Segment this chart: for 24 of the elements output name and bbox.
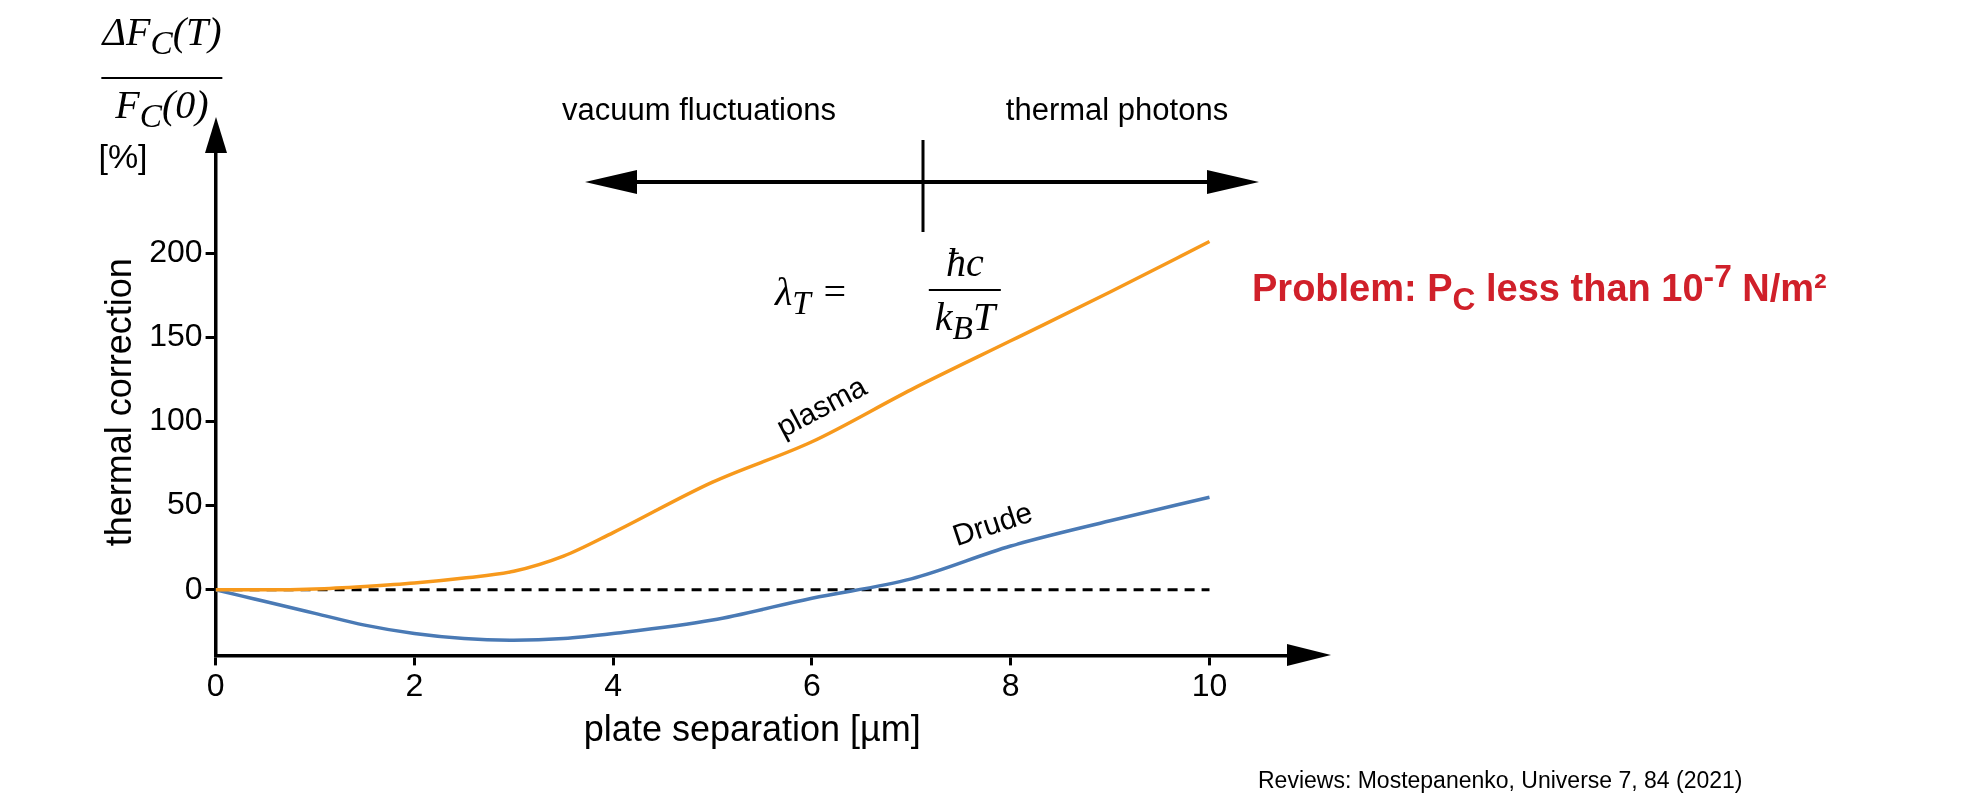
line-series [215,239,1212,592]
y-tick-label: 0 [184,569,203,606]
annotation: ħc [946,238,984,286]
annotation: k$_{B}$T [928,289,1002,347]
y-tick-label: 100 [149,401,203,438]
x-axis-title: plate separation [µm] [583,708,921,750]
x-tick-label: 2 [405,667,424,704]
annotation: λ$_{T}$ = [775,268,848,322]
y-tick-label: 150 [149,317,203,354]
x-tick-label: 6 [803,667,821,704]
x-tick-label: 4 [604,667,623,704]
text: Reviews: Mostepanenko, Universe 7, 84 (2021) [1258,766,1743,794]
text: vacuum fluctuations [562,92,836,128]
y-tick-label: 200 [149,233,203,270]
text: thermal photons [1005,92,1229,128]
y-axis-title: thermal correction [97,258,139,547]
x-tick-label: 10 [1191,667,1228,704]
text: F$_{C}$(0) [101,77,223,135]
annotation: Problem: P$_{C}$ less than 10$^{-7}$ N/m² [1252,258,1827,318]
text: ΔF$_{C}$(T) [102,8,222,62]
text: [%] [98,136,148,176]
text: Drude [948,494,1037,552]
x-tick-label: 8 [1001,667,1020,704]
y-tick-label: 50 [167,485,203,522]
